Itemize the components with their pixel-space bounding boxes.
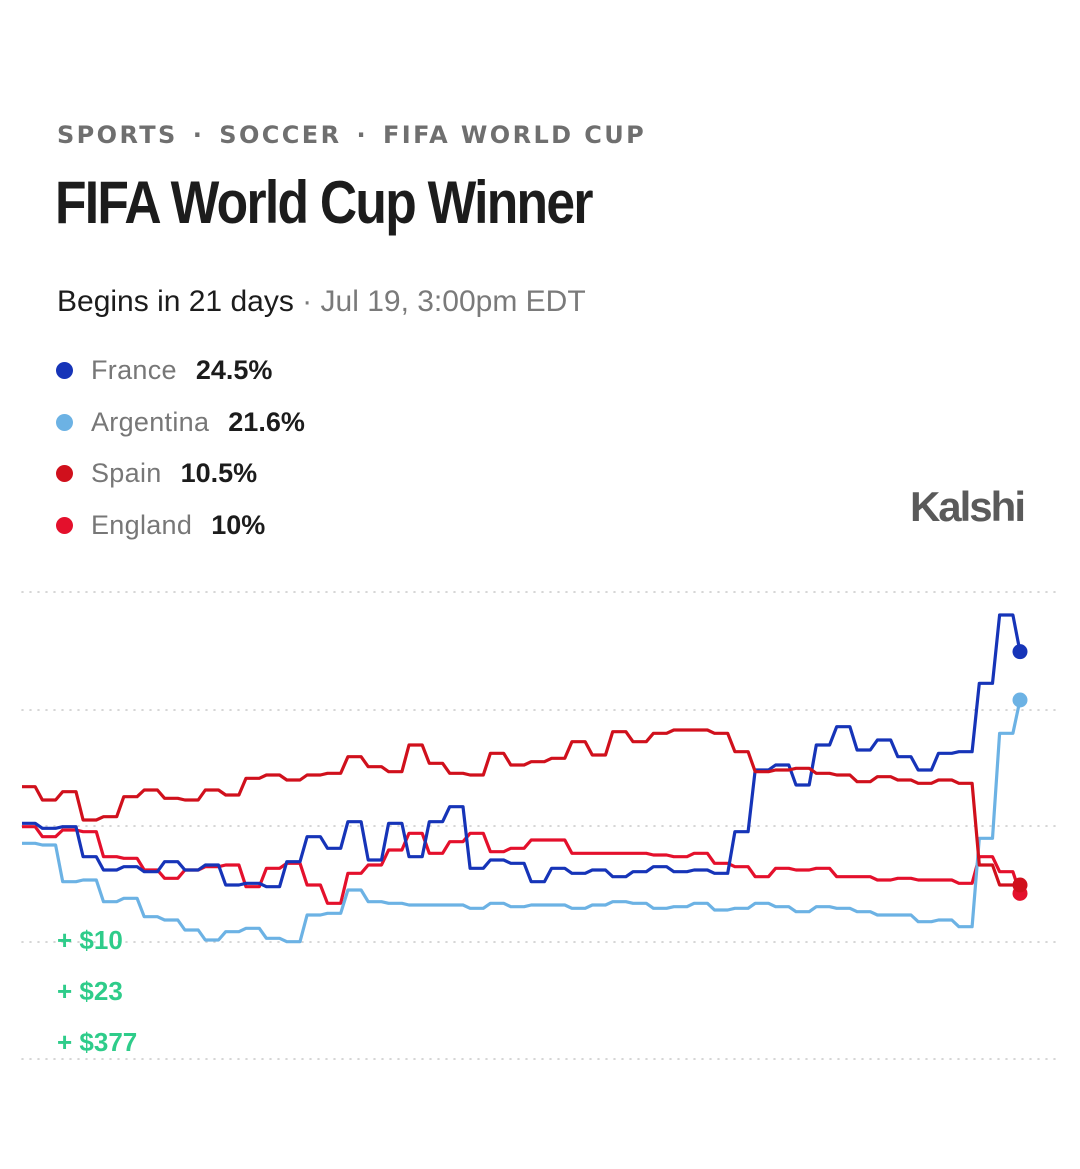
chart-endpoints (1012, 644, 1028, 901)
legend-item-england[interactable]: England 10% (56, 500, 305, 552)
breadcrumb-sports[interactable]: SPORTS (57, 121, 178, 149)
chart-series (22, 613, 1022, 944)
chart-legend: France 24.5% Argentina 21.6% Spain 10.5% En… (56, 345, 305, 551)
event-date: Jul 19, 3:00pm EDT (320, 285, 586, 318)
event-schedule: Begins in 21 days · Jul 19, 3:00pm EDT (57, 285, 586, 319)
legend-dot-icon (56, 413, 73, 431)
endpoint-france (1012, 644, 1028, 660)
price-history-chart (21, 591, 1059, 1060)
pnl-badge: + $377 (57, 1027, 138, 1057)
legend-name: Spain (91, 458, 162, 489)
series-line-spain (22, 728, 1020, 887)
endpoint-spain (1012, 877, 1028, 893)
series-line-argentina (22, 699, 1022, 944)
legend-dot-icon (56, 465, 73, 483)
legend-value: 24.5% (195, 355, 273, 386)
legend-name: England (91, 509, 193, 540)
legend-dot-icon (56, 516, 73, 534)
chart-gridlines (21, 591, 1059, 1060)
legend-value: 21.6% (228, 406, 305, 437)
kalshi-logo: Kalshi (909, 483, 1026, 530)
breadcrumb-fifa-world-cup[interactable]: FIFA WORLD CUP (383, 121, 647, 149)
legend-item-argentina[interactable]: Argentina 21.6% (56, 397, 305, 449)
schedule-separator: · (302, 285, 313, 318)
page-title: FIFA World Cup Winner (55, 169, 593, 236)
legend-name: Argentina (91, 406, 210, 437)
begins-countdown: Begins in 21 days (57, 285, 294, 318)
legend-item-spain[interactable]: Spain 10.5% (56, 448, 305, 500)
legend-value: 10% (211, 509, 266, 540)
breadcrumb-separator: · (192, 121, 205, 149)
legend-dot-icon (56, 362, 73, 380)
series-line-france (22, 613, 1022, 889)
breadcrumb-soccer[interactable]: SOCCER (219, 121, 342, 149)
series-line-england (22, 825, 1022, 905)
breadcrumb-separator: · (356, 121, 369, 149)
pnl-badge: + $10 (57, 925, 123, 955)
legend-value: 10.5% (180, 458, 258, 489)
pnl-badge: + $23 (57, 976, 123, 1006)
breadcrumb: SPORTS · SOCCER · FIFA WORLD CUP (57, 121, 646, 149)
legend-item-france[interactable]: France 24.5% (56, 345, 305, 397)
legend-name: France (91, 355, 177, 386)
endpoint-argentina (1012, 692, 1028, 708)
